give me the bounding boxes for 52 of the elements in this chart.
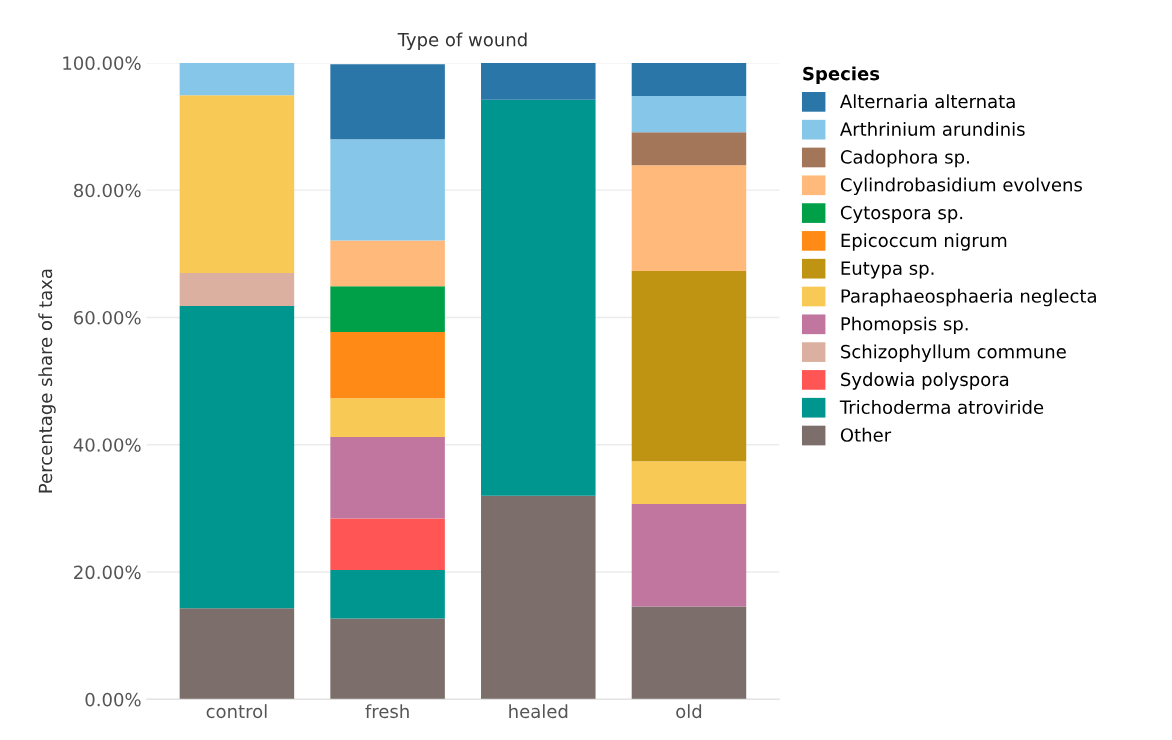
legend-label: Alternaria alternata — [840, 94, 1015, 109]
bar — [330, 286, 445, 333]
bar — [631, 503, 747, 607]
y-axis-title: Percentage share of taxa — [38, 269, 56, 493]
legend-title: Species — [803, 66, 880, 84]
legend-label: Sydowia polyspora — [841, 372, 1009, 390]
y-tick-label: 40.00% — [73, 438, 141, 452]
y-tick-label: 60.00% — [74, 310, 141, 325]
legend-label: Trichoderma atroviride — [839, 400, 1044, 415]
bar — [631, 62, 747, 96]
bar — [330, 332, 445, 399]
x-tick-label: healed — [509, 704, 568, 719]
legend-label: Paraphaeosphaeria neglecta — [841, 288, 1096, 307]
y-tick-label: 0.00% — [85, 692, 141, 707]
y-tick-label: 100.00% — [63, 56, 141, 71]
bar — [631, 606, 747, 700]
x-tick-label: control — [206, 704, 267, 719]
legend-label: Epicoccum nigrum — [841, 233, 1007, 251]
bar — [179, 272, 295, 306]
bar — [330, 618, 445, 700]
legend-label: Phomopsis sp. — [841, 316, 968, 335]
bar — [631, 461, 747, 504]
legend-label: Other — [840, 427, 892, 442]
bar — [481, 99, 596, 496]
bar — [631, 95, 747, 133]
bar — [330, 139, 445, 241]
bar — [481, 495, 596, 700]
legend-label: Cylindrobasidium evolvens — [840, 177, 1082, 196]
bar — [330, 570, 445, 619]
bar — [179, 62, 295, 96]
legend-label: Eutypa sp. — [841, 261, 934, 279]
bar — [330, 240, 445, 287]
legend-label: Cytospora sp. — [840, 205, 963, 223]
bar — [330, 398, 445, 438]
x-tick-label: old — [676, 704, 702, 719]
legend-label: Schizophyllum commune — [841, 344, 1066, 362]
chart-title: Type of wound — [397, 32, 527, 50]
bar — [179, 306, 295, 609]
x-tick-label: fresh — [365, 704, 409, 719]
bar — [631, 165, 747, 271]
bar — [179, 608, 295, 700]
legend-label: Arthrinium arundinis — [840, 122, 1025, 136]
bar — [481, 62, 596, 100]
y-tick-label: 80.00% — [74, 183, 141, 198]
y-tick-label: 20.00% — [74, 565, 141, 580]
bar — [330, 437, 445, 519]
legend-label: Cadophora sp. — [840, 149, 969, 168]
bar — [330, 64, 445, 140]
bar — [631, 271, 747, 462]
bar — [330, 518, 445, 571]
bar — [631, 132, 747, 166]
bar — [179, 95, 295, 273]
